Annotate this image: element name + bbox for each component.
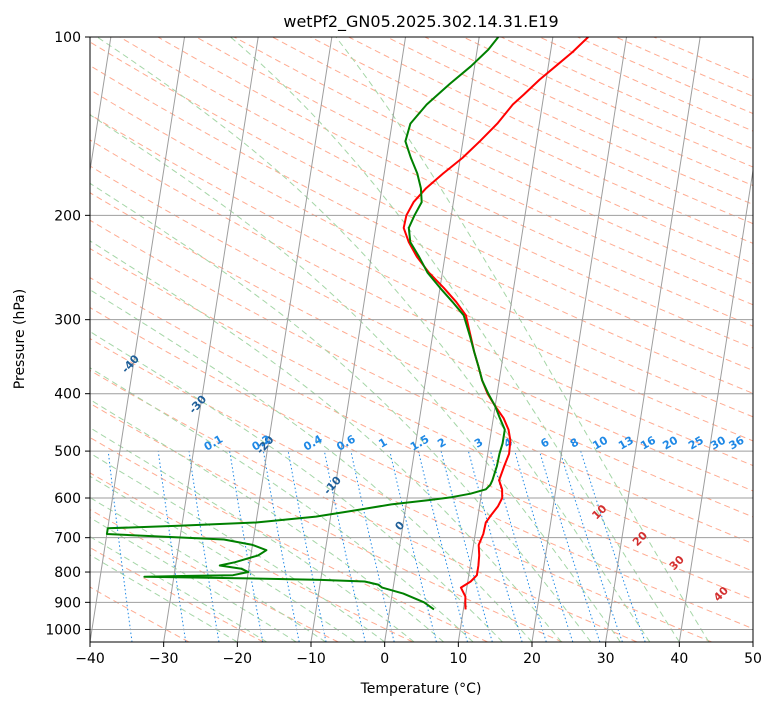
x-tick-label: 50	[744, 651, 762, 667]
plot-area	[90, 37, 753, 642]
dry-adiabat	[90, 277, 753, 601]
mixing-ratio-line	[262, 451, 300, 642]
dry-adiabat	[90, 113, 753, 442]
x-tick-label: 0	[380, 651, 389, 667]
isotherm	[236, 37, 333, 642]
isotherm	[678, 167, 753, 642]
chart-title: wetPf2_GN05.2025.302.14.31.E19	[283, 12, 558, 32]
moist-adiabat	[90, 240, 562, 642]
y-tick-label: 800	[54, 565, 81, 581]
dry-adiabat	[195, 37, 753, 306]
profile-lines	[105, 37, 589, 611]
dry-adiabat	[90, 89, 753, 418]
x-tick-label: 20	[523, 651, 541, 667]
mixing-ratio-line	[389, 450, 437, 642]
moist-adiabat	[90, 182, 592, 642]
x-axis-ticks: −40 −30 −20 −10 0 10 20 30 40 50	[75, 642, 762, 667]
x-tick-label: −30	[149, 651, 179, 667]
dry-adiabat	[90, 508, 339, 642]
mixing-ratio-line	[559, 450, 623, 642]
isotherm	[457, 37, 554, 642]
mixing-ratio-line	[157, 451, 187, 642]
x-tick-label: 30	[597, 651, 615, 667]
y-tick-label: 400	[54, 387, 81, 403]
y-tick-label: 600	[54, 491, 81, 507]
mixing-ratio-line	[490, 450, 547, 642]
y-tick-label: 300	[54, 313, 81, 329]
isopleth-labels: -100-90-80-70-60-50-40-30-20-1000.10.20.…	[119, 352, 747, 604]
moist-adiabat	[90, 554, 238, 642]
mixing-ratio-line	[514, 450, 574, 642]
dry-adiabat	[90, 402, 563, 642]
moist-adiabat	[90, 475, 356, 642]
y-axis-label: Pressure (hPa)	[12, 289, 28, 389]
mixing-ratio-line	[188, 451, 220, 642]
x-axis-label: Temperature (°C)	[360, 681, 482, 697]
x-tick-label: −10	[296, 651, 326, 667]
moist-adiabat	[90, 330, 503, 642]
y-tick-label: 900	[54, 595, 81, 611]
y-tick-label: 700	[54, 531, 81, 547]
moist-adiabat	[90, 367, 474, 642]
dry-adiabat	[90, 369, 638, 642]
moist-adiabat	[90, 536, 268, 642]
plot-frame	[89, 36, 754, 643]
x-tick-label: 40	[670, 651, 688, 667]
y-tick-label: 1000	[45, 622, 81, 638]
dry-adiabat	[90, 219, 753, 545]
series-line-dewpoint	[105, 37, 506, 611]
dry-adiabat	[90, 546, 264, 642]
y-tick-label: 500	[54, 444, 81, 460]
isotherm	[531, 37, 628, 642]
dry-adiabat	[90, 247, 753, 572]
dry-adiabat	[90, 41, 753, 371]
mixing-ratio-line	[580, 450, 646, 642]
x-tick-label: −40	[75, 651, 105, 667]
mixing-ratio-line	[323, 451, 366, 642]
y-tick-label: 100	[54, 30, 81, 46]
isotherm	[605, 37, 701, 642]
background-lines	[90, 37, 753, 642]
x-tick-label: −20	[223, 651, 253, 667]
y-tick-label: 200	[54, 208, 81, 224]
dry-adiabat	[90, 307, 753, 630]
isotherm	[384, 37, 480, 642]
mixing-ratio-line	[539, 450, 601, 642]
isotherm	[90, 37, 112, 174]
moist-adiabat	[230, 37, 680, 642]
mixing-ratio-line	[287, 451, 327, 642]
moist-adiabat	[90, 399, 444, 642]
dry-adiabat	[233, 37, 753, 285]
mixing-ratio-line	[467, 450, 523, 642]
x-tick-label: 10	[449, 651, 467, 667]
isotherm	[310, 37, 407, 642]
y-axis-ticks: 100 200 300 400 500 600 700 800 900 1000	[45, 30, 90, 638]
dry-adiabat	[90, 192, 753, 518]
dry-adiabat	[119, 37, 753, 349]
mixing-ratio-line	[417, 450, 468, 642]
moist-adiabat	[90, 289, 533, 642]
isotherm	[90, 37, 186, 642]
moist-adiabat	[90, 114, 621, 642]
moist-adiabat	[96, 37, 651, 642]
isotherm	[163, 37, 259, 642]
moist-adiabat	[90, 452, 385, 642]
dry-adiabat	[90, 165, 753, 492]
